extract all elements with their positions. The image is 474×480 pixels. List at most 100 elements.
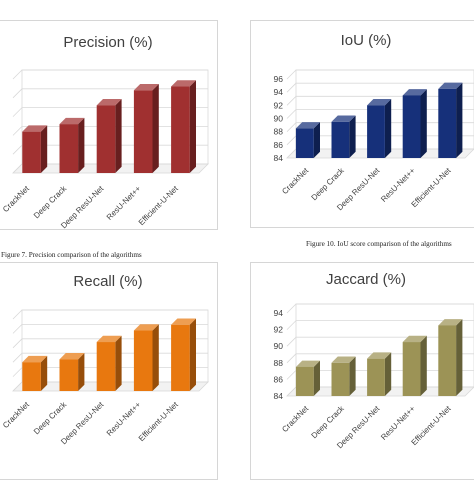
jaccard-bar: [402, 342, 421, 396]
iou-y-tick-label: 90: [274, 114, 284, 124]
iou-category-label: CrackNet: [280, 166, 310, 196]
precision-category-label: ResU-Net++: [105, 184, 143, 222]
iou-category-label: Deep Crack: [310, 165, 347, 202]
figure-7-caption: Figure 7. Precision comparison of the al…: [1, 251, 142, 259]
precision-bar: [133, 90, 153, 173]
precision-bar: [96, 105, 116, 173]
precision-bar-side: [115, 99, 122, 173]
jaccard-chart-panel: Jaccard (%) 84 86 88 90 92 94 CrackNet Deep Cra…: [250, 262, 474, 480]
jaccard-bar: [295, 366, 314, 396]
jaccard-y-tick-label: 88: [274, 358, 284, 368]
jaccard-bar-side: [456, 319, 463, 396]
iou-y-tick-label: 96: [274, 74, 284, 84]
jaccard-category-label: CrackNet: [280, 404, 310, 434]
precision-bar-top: [59, 117, 85, 125]
iou-bar: [438, 88, 457, 158]
recall-bar-side: [40, 355, 48, 391]
iou-bar-side: [420, 89, 427, 158]
iou-bar-top: [402, 89, 427, 96]
recall-bar: [59, 359, 79, 391]
iou-y-tick-label: 88: [274, 127, 284, 137]
precision-bar-side: [78, 117, 85, 173]
recall-bar: [133, 330, 153, 391]
iou-bar-side: [349, 115, 356, 158]
precision-bar-top: [171, 80, 196, 87]
precision-gridline: [12, 69, 208, 80]
jaccard-gridline: [286, 303, 474, 314]
iou-chart-title: IoU (%): [340, 32, 392, 49]
iou-y-tick-label: 84: [274, 153, 284, 163]
iou-y-tick-label: 92: [274, 100, 284, 110]
iou-bar-top: [367, 99, 392, 106]
recall-gridline: [12, 309, 208, 320]
jaccard-gridline: [286, 320, 474, 330]
precision-bar-side: [189, 80, 196, 173]
recall-category-label: Deep Crack: [32, 399, 69, 436]
recall-bar-side: [115, 335, 122, 391]
jaccard-y-tick-label: 92: [274, 325, 284, 335]
precision-bar: [171, 86, 190, 173]
jaccard-bar-top: [438, 319, 463, 326]
recall-bar-top: [133, 324, 159, 331]
jaccard-bar-top: [402, 335, 427, 343]
iou-bar-top: [295, 122, 320, 129]
precision-bar-top: [96, 99, 122, 106]
recall-bar: [22, 362, 41, 391]
iou-bar-top: [331, 115, 356, 122]
jaccard-bar-top: [295, 360, 320, 367]
precision-chart-panel: Precision (%) CrackNet Deep Crack Deep Res…: [0, 20, 218, 230]
iou-bar: [295, 128, 314, 158]
precision-category-label: Deep Crack: [32, 183, 69, 220]
figure-10-caption: Figure 10. IoU score comparison of the a…: [306, 240, 452, 248]
iou-bar-side: [384, 99, 392, 158]
jaccard-category-label: Deep Crack: [310, 403, 347, 440]
recall-chart-panel: Recall (%) CrackNet Deep Crack Deep ResU-N…: [0, 262, 218, 480]
iou-bar-side: [313, 122, 320, 158]
jaccard-bar-side: [349, 356, 356, 396]
recall-bar-side: [189, 318, 196, 391]
iou-gridline: [286, 82, 474, 93]
recall-bar-top: [22, 355, 48, 363]
iou-gridline: [286, 69, 474, 80]
precision-category-label: Efficient-U-Net: [137, 184, 181, 228]
jaccard-category-label: ResU-Net++: [379, 404, 417, 442]
recall-category-label: CrackNet: [1, 400, 31, 430]
jaccard-y-tick-label: 84: [274, 391, 284, 401]
jaccard-bar-side: [313, 360, 320, 396]
jaccard-bar-side: [384, 352, 392, 396]
iou-bar: [367, 105, 385, 158]
iou-category-label: ResU-Net++: [379, 166, 417, 204]
recall-bar: [96, 342, 116, 391]
precision-bar-side: [40, 125, 48, 173]
iou-bar: [331, 121, 350, 158]
recall-bar-side: [152, 324, 159, 391]
jaccard-chart-title: Jaccard (%): [325, 271, 407, 288]
jaccard-bar: [331, 362, 350, 396]
jaccard-bar-top: [331, 356, 356, 363]
recall-bar-top: [171, 318, 196, 325]
iou-bar-side: [456, 82, 463, 158]
jaccard-y-tick-label: 86: [274, 374, 284, 384]
recall-category-label: ResU-Net++: [105, 400, 143, 438]
precision-category-label: CrackNet: [1, 184, 31, 214]
jaccard-bar: [438, 325, 457, 396]
iou-y-tick-label: 86: [274, 140, 284, 150]
jaccard-y-tick-label: 90: [274, 341, 284, 351]
precision-bar-top: [22, 125, 48, 132]
recall-bar-top: [96, 335, 122, 343]
precision-chart-title: Precision (%): [63, 34, 153, 51]
precision-bar: [22, 131, 41, 173]
iou-bar-top: [438, 82, 463, 89]
jaccard-bar-top: [367, 352, 392, 359]
precision-bar-side: [152, 83, 159, 173]
precision-bar-top: [133, 83, 159, 91]
precision-bar: [59, 124, 79, 173]
recall-category-label: Efficient-U-Net: [137, 400, 181, 444]
recall-bar-top: [59, 353, 85, 360]
iou-bar: [402, 95, 421, 158]
jaccard-y-tick-label: 94: [274, 308, 284, 318]
recall-chart-title: Recall (%): [73, 273, 143, 290]
